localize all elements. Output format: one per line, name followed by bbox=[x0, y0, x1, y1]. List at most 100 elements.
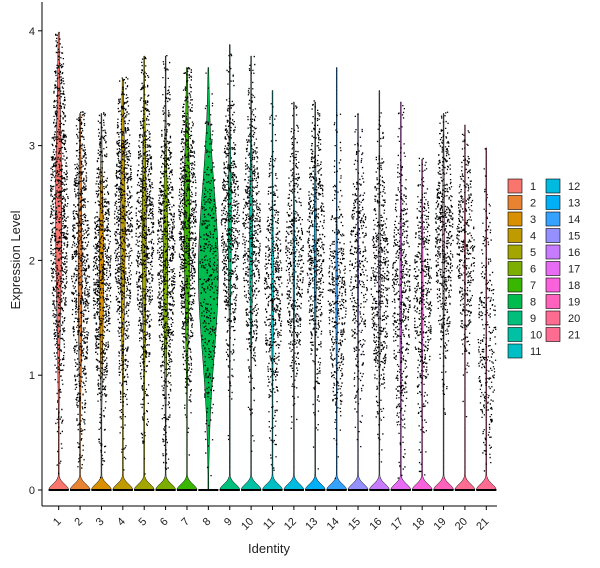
violin-shape bbox=[219, 44, 241, 491]
jitter-points bbox=[92, 112, 112, 479]
legend-key bbox=[545, 261, 561, 276]
violin-shape bbox=[454, 124, 476, 491]
jitter-points bbox=[306, 100, 326, 470]
violin-shape bbox=[283, 101, 305, 491]
zero-points bbox=[433, 489, 454, 491]
legend-label: 1 bbox=[530, 181, 536, 193]
legend-key bbox=[507, 310, 523, 326]
violin-shape bbox=[155, 55, 176, 491]
x-tick-label: 10 bbox=[239, 516, 256, 533]
jitter-points bbox=[113, 76, 134, 471]
y-tick-label: 3 bbox=[29, 141, 35, 153]
zero-points bbox=[262, 489, 283, 491]
x-axis-label: Identity bbox=[248, 541, 290, 556]
legend-label: 6 bbox=[530, 264, 536, 276]
y-tick-label: 1 bbox=[29, 370, 35, 382]
jitter-points bbox=[391, 105, 411, 479]
legend-label: 17 bbox=[568, 264, 580, 276]
jitter-points bbox=[349, 113, 368, 448]
jitter-points bbox=[477, 148, 497, 472]
violin-shape bbox=[475, 147, 497, 491]
legend-key bbox=[507, 327, 523, 342]
legend-label: 9 bbox=[530, 313, 536, 325]
legend-key bbox=[507, 228, 523, 243]
x-tick-label: 16 bbox=[367, 516, 384, 533]
y-tick-label: 4 bbox=[29, 26, 35, 38]
zero-points bbox=[219, 489, 240, 491]
violin-shape bbox=[347, 113, 369, 491]
legend-key bbox=[507, 178, 523, 194]
legend-key bbox=[507, 195, 523, 210]
legend-label: 16 bbox=[568, 247, 580, 259]
legend-key bbox=[545, 327, 561, 342]
points bbox=[48, 31, 497, 491]
zero-points bbox=[70, 489, 91, 491]
legend-label: 3 bbox=[530, 214, 536, 226]
zero-points bbox=[283, 489, 304, 491]
x-tick-label: 3 bbox=[94, 516, 107, 529]
x-ticks: 1 2 3 4 5 6 7 8 9 10 11 12 13 14 15 16 17 18 19 20 21 bbox=[51, 506, 491, 533]
jitter-points bbox=[242, 55, 262, 452]
x-tick-label: 18 bbox=[410, 516, 427, 533]
legend-label: 5 bbox=[530, 247, 536, 259]
zero-points bbox=[155, 489, 176, 491]
x-tick-label: 11 bbox=[261, 516, 278, 533]
x-tick-label: 20 bbox=[453, 516, 470, 533]
legend-key bbox=[507, 211, 523, 227]
x-tick-label: 2 bbox=[72, 516, 85, 529]
x-tick-label: 19 bbox=[432, 516, 449, 533]
violin-shape bbox=[240, 55, 262, 491]
legend-key bbox=[545, 244, 561, 260]
zero-points bbox=[198, 489, 219, 491]
x-tick-label: 4 bbox=[115, 516, 128, 529]
x-tick-label: 5 bbox=[137, 516, 150, 529]
legend-key bbox=[507, 277, 523, 293]
jitter-points bbox=[413, 157, 433, 476]
x-tick-label: 12 bbox=[282, 516, 299, 533]
legend-key bbox=[545, 294, 561, 309]
legend-key bbox=[507, 261, 523, 276]
plot-axes bbox=[41, 2, 497, 507]
zero-points bbox=[454, 489, 475, 491]
violin-shape bbox=[433, 113, 454, 491]
zero-points bbox=[476, 489, 497, 491]
x-tick-label: 14 bbox=[325, 516, 342, 533]
x-tick-label: 7 bbox=[179, 516, 192, 529]
y-tick-label: 0 bbox=[29, 485, 35, 497]
jitter-points bbox=[370, 112, 390, 463]
zero-points bbox=[412, 489, 433, 491]
zero-points bbox=[390, 489, 411, 491]
jitter-points bbox=[263, 103, 283, 471]
zero-points bbox=[305, 489, 326, 491]
violin-shape bbox=[91, 113, 112, 491]
zero-points bbox=[369, 489, 390, 491]
legend-label: 10 bbox=[530, 330, 542, 342]
x-tick-label: 13 bbox=[303, 516, 320, 533]
legend-key bbox=[507, 294, 523, 309]
jitter-points bbox=[71, 111, 91, 469]
legend-label: 21 bbox=[568, 330, 580, 342]
y-axis-label: Expression Level bbox=[8, 210, 23, 309]
jitter-points bbox=[327, 113, 347, 479]
x-tick-label: 17 bbox=[389, 516, 406, 533]
x-tick-label: 9 bbox=[222, 516, 235, 529]
legend-key bbox=[545, 195, 561, 210]
x-tick-label: 15 bbox=[346, 516, 363, 533]
legend-key bbox=[507, 244, 523, 260]
violin-shape bbox=[411, 159, 433, 491]
violin-shape bbox=[262, 90, 283, 491]
legend-label: 13 bbox=[568, 198, 580, 210]
jitter-points bbox=[220, 53, 241, 441]
violin-shape bbox=[48, 32, 70, 491]
zero-points bbox=[347, 489, 369, 491]
zero-points bbox=[176, 489, 198, 491]
legend-label: 14 bbox=[568, 214, 580, 226]
jitter-points bbox=[178, 67, 197, 456]
jitter-points bbox=[434, 111, 454, 415]
legend-label: 11 bbox=[530, 346, 541, 358]
legend-label: 12 bbox=[568, 181, 580, 193]
legend-label: 18 bbox=[568, 280, 580, 292]
violins bbox=[48, 32, 497, 491]
